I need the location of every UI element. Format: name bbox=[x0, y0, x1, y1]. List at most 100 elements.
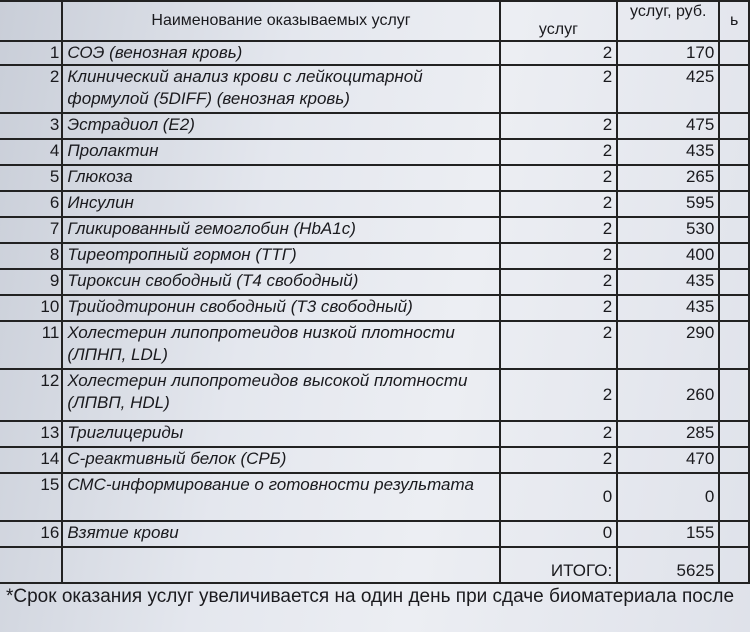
extra-cell bbox=[718, 112, 750, 140]
table-row: 16 Взятие крови 0 155 bbox=[0, 520, 750, 548]
row-number: 8 bbox=[0, 242, 64, 270]
service-name: Холестерин липопротеидов высокой плотнос… bbox=[61, 368, 501, 422]
service-name: СОЭ (венозная кровь) bbox=[61, 40, 501, 66]
row-number: 14 bbox=[0, 446, 64, 474]
service-price: 435 bbox=[616, 268, 721, 296]
header-number bbox=[0, 0, 64, 42]
service-price: 530 bbox=[616, 216, 721, 244]
service-qty: 2 bbox=[498, 216, 619, 244]
extra-cell bbox=[718, 190, 750, 218]
extra-cell bbox=[718, 520, 750, 548]
service-price: 285 bbox=[616, 420, 721, 448]
table-row: 13 Триглицериды 2 285 bbox=[0, 420, 750, 448]
extra-cell bbox=[718, 268, 750, 296]
header-qty: услуг bbox=[498, 0, 619, 42]
total-label: ИТОГО: bbox=[498, 546, 619, 584]
service-price: 595 bbox=[616, 190, 721, 218]
extra-cell bbox=[718, 368, 750, 422]
row-number: 5 bbox=[0, 164, 64, 192]
service-price: 400 bbox=[616, 242, 721, 270]
table-row: 10 Трийодтиронин свободный (Т3 свободный… bbox=[0, 294, 750, 322]
row-number: 3 bbox=[0, 112, 64, 140]
header-name: Наименование оказываемых услуг bbox=[61, 0, 501, 42]
service-price: 155 bbox=[616, 520, 721, 548]
extra-cell bbox=[718, 40, 750, 66]
service-qty: 0 bbox=[498, 520, 619, 548]
extra-cell bbox=[718, 294, 750, 322]
service-qty: 2 bbox=[498, 138, 619, 166]
service-qty: 2 bbox=[498, 420, 619, 448]
table-row: 3 Эстрадиол (Е2) 2 475 bbox=[0, 112, 750, 140]
service-qty: 2 bbox=[498, 190, 619, 218]
service-price: 260 bbox=[616, 368, 721, 422]
service-name: Глюкоза bbox=[61, 164, 501, 192]
service-price: 265 bbox=[616, 164, 721, 192]
service-qty: 2 bbox=[498, 112, 619, 140]
service-name: Клинический анализ крови с лейкоцитарной… bbox=[61, 64, 501, 114]
extra-cell bbox=[718, 138, 750, 166]
service-qty: 2 bbox=[498, 64, 619, 114]
table-row: 8 Тиреотропный гормон (ТТГ) 2 400 bbox=[0, 242, 750, 270]
service-price: 435 bbox=[616, 138, 721, 166]
extra-cell bbox=[718, 546, 750, 584]
header-extra: ь bbox=[718, 0, 750, 42]
row-number: 11 bbox=[0, 320, 64, 370]
row-number: 4 bbox=[0, 138, 64, 166]
service-price: 425 bbox=[616, 64, 721, 114]
service-qty: 2 bbox=[498, 320, 619, 370]
service-name: Инсулин bbox=[61, 190, 501, 218]
service-qty: 2 bbox=[498, 294, 619, 322]
row-number: 10 bbox=[0, 294, 64, 322]
total-empty bbox=[0, 546, 64, 584]
service-price: 470 bbox=[616, 446, 721, 474]
row-number: 1 bbox=[0, 40, 64, 66]
extra-cell bbox=[718, 446, 750, 474]
table-row: 9 Тироксин свободный (Т4 свободный) 2 43… bbox=[0, 268, 750, 296]
service-name: Холестерин липопротеидов низкой плотност… bbox=[61, 320, 501, 370]
service-name: СМС-информирование о готовности результа… bbox=[61, 472, 501, 522]
service-price: 475 bbox=[616, 112, 721, 140]
service-name: Гликированный гемоглобин (HbA1c) bbox=[61, 216, 501, 244]
service-name: Взятие крови bbox=[61, 520, 501, 548]
extra-cell bbox=[718, 420, 750, 448]
services-table: Наименование оказываемых услуг услуг усл… bbox=[0, 0, 750, 584]
service-name: Трийодтиронин свободный (Т3 свободный) bbox=[61, 294, 501, 322]
total-empty bbox=[61, 546, 501, 584]
extra-cell bbox=[718, 64, 750, 114]
service-qty: 2 bbox=[498, 164, 619, 192]
service-name: Тироксин свободный (Т4 свободный) bbox=[61, 268, 501, 296]
table-row: 7 Гликированный гемоглобин (HbA1c) 2 530 bbox=[0, 216, 750, 244]
row-number: 16 bbox=[0, 520, 64, 548]
row-number: 6 bbox=[0, 190, 64, 218]
service-qty: 0 bbox=[498, 472, 619, 522]
total-value: 5625 bbox=[616, 546, 721, 584]
row-number: 13 bbox=[0, 420, 64, 448]
service-price: 170 bbox=[616, 40, 721, 66]
extra-cell bbox=[718, 164, 750, 192]
row-number: 7 bbox=[0, 216, 64, 244]
row-number: 9 bbox=[0, 268, 64, 296]
service-price: 290 bbox=[616, 320, 721, 370]
service-qty: 2 bbox=[498, 446, 619, 474]
table-row: 5 Глюкоза 2 265 bbox=[0, 164, 750, 192]
extra-cell bbox=[718, 216, 750, 244]
extra-cell bbox=[718, 472, 750, 522]
service-qty: 2 bbox=[498, 268, 619, 296]
service-name: С-реактивный белок (СРБ) bbox=[61, 446, 501, 474]
table-row: 12 Холестерин липопротеидов высокой плот… bbox=[0, 368, 750, 422]
table-row: 14 С-реактивный белок (СРБ) 2 470 bbox=[0, 446, 750, 474]
row-number: 12 bbox=[0, 368, 64, 422]
service-qty: 2 bbox=[498, 368, 619, 422]
extra-cell bbox=[718, 320, 750, 370]
row-number: 15 bbox=[0, 472, 64, 522]
service-qty: 2 bbox=[498, 40, 619, 66]
header-price: услуг, руб. bbox=[616, 0, 721, 42]
footnote: *Срок оказания услуг увеличивается на од… bbox=[6, 586, 735, 607]
row-number: 2 bbox=[0, 64, 64, 114]
service-price: 0 bbox=[616, 472, 721, 522]
service-name: Пролактин bbox=[61, 138, 501, 166]
table-row: 6 Инсулин 2 595 bbox=[0, 190, 750, 218]
table-header: Наименование оказываемых услуг услуг усл… bbox=[0, 0, 750, 42]
table-row: 15 СМС-информирование о готовности резул… bbox=[0, 472, 750, 522]
